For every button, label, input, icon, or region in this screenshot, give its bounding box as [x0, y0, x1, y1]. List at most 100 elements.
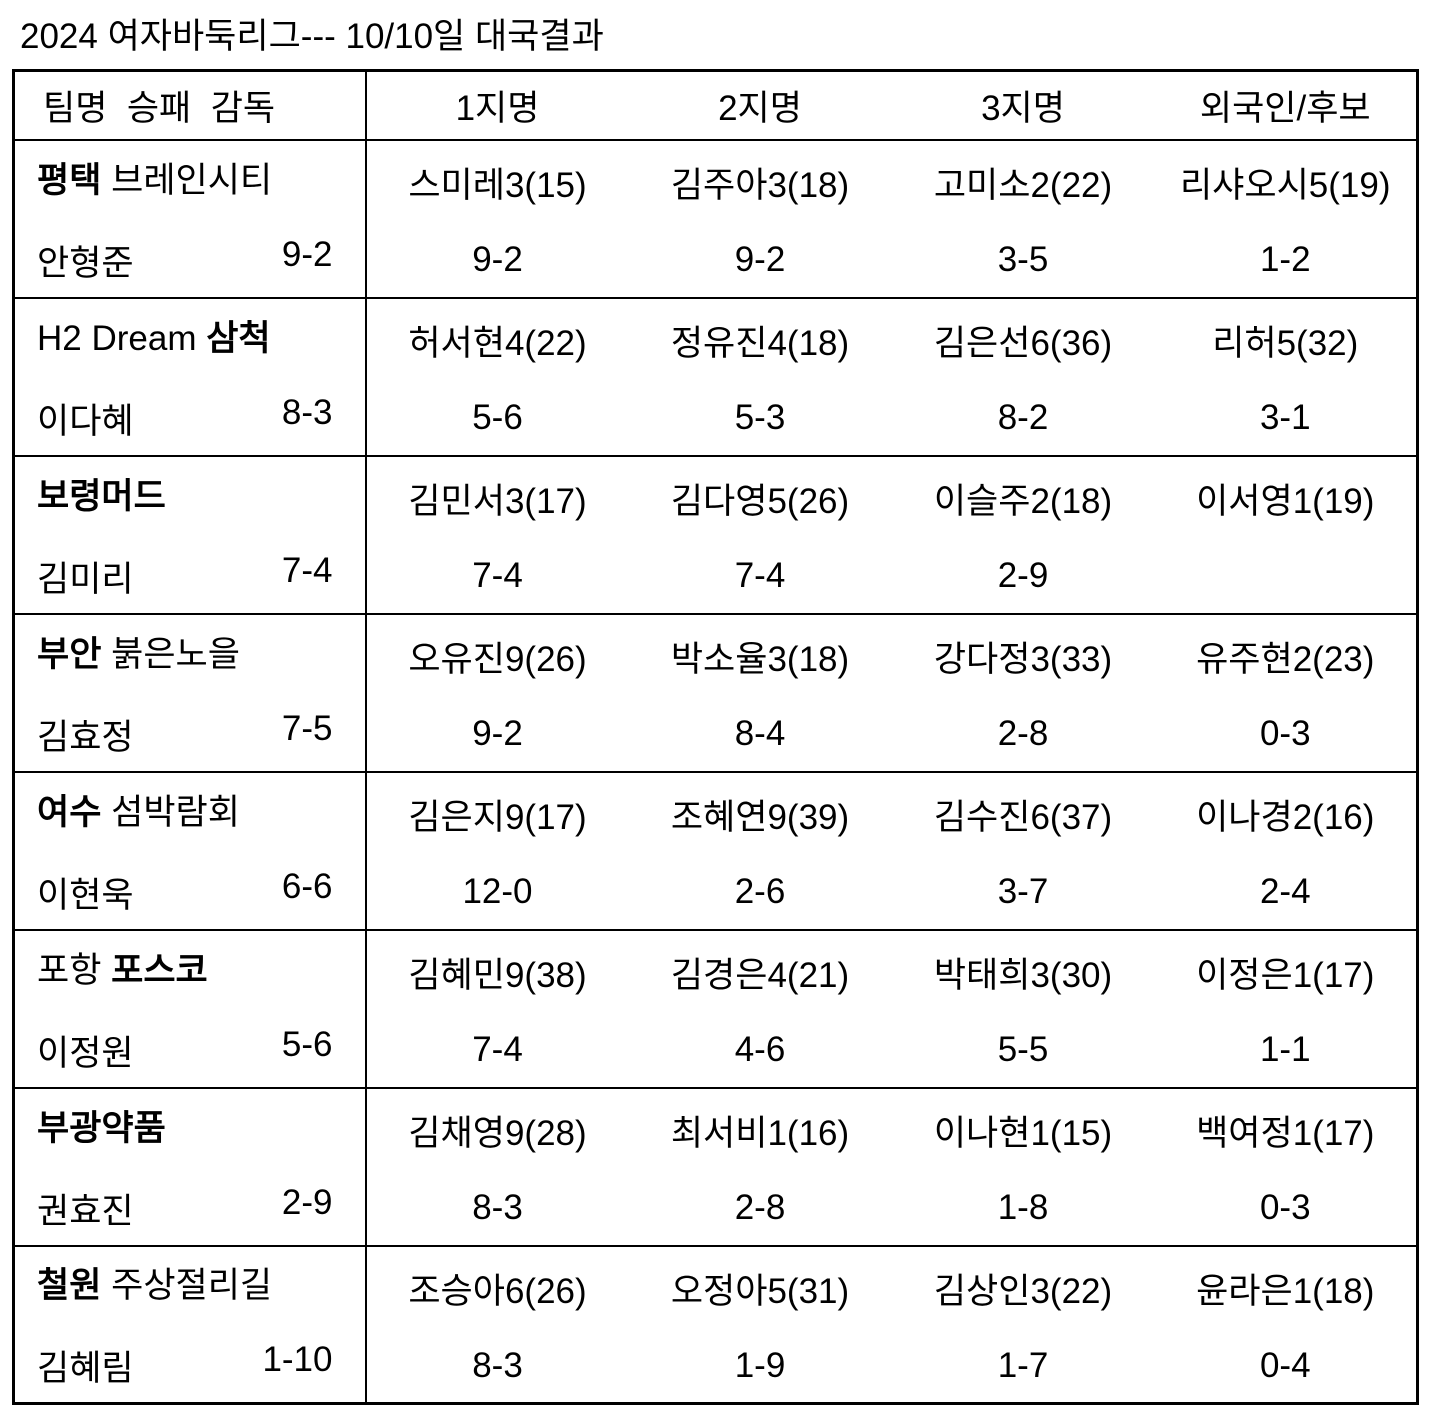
team-bottom-line: 김효정 7-5: [15, 709, 365, 760]
player-cell: 김수진6(37) 3-7: [891, 770, 1155, 930]
team-name-part: 브레인시티: [111, 160, 273, 200]
team-cell: 부광약품 권효진 2-9: [13, 1086, 367, 1246]
player-name: 유주현2(23): [1196, 640, 1375, 679]
player-name: 김혜민9(38): [408, 956, 587, 995]
team-record: 9-2: [281, 234, 333, 274]
player-cell: 박소율3(18) 8-4: [628, 612, 892, 772]
player-record: 8-3: [472, 1188, 523, 1227]
team-name-part: 철원: [37, 1266, 112, 1306]
team-name-part: 섬박람회: [111, 792, 240, 832]
table-body: 평택 브레인시티 안형준 9-2 스미레3(15) 9-2 김주아3(18) 9…: [13, 138, 1418, 1404]
player-record: 2-8: [997, 714, 1049, 753]
player-cell: 이서영1(19): [1154, 454, 1418, 614]
player-name: 백여정1(17): [1196, 1114, 1375, 1153]
header-team-col: 팀명 승패 감독: [13, 70, 367, 140]
player-name: 오정아5(31): [670, 1271, 850, 1311]
coach-name: 이현욱: [37, 875, 134, 915]
team-row: 여수 섬박람회 이현욱 6-6 김은지9(17) 12-0 조혜연9(39) 2…: [13, 770, 1418, 930]
player-cell: 리샤오시5(19) 1-2: [1154, 138, 1418, 298]
player-cell: 조승아6(26) 8-3: [365, 1244, 629, 1404]
player-name: 김민서3(17): [408, 482, 587, 521]
player-cell: 김은선6(36) 8-2: [891, 296, 1155, 456]
player-name: 이슬주2(18): [933, 482, 1113, 521]
player-cell: 오정아5(31) 1-9: [628, 1244, 892, 1404]
player-name: 정유진4(18): [670, 324, 850, 363]
team-record: 7-5: [281, 708, 333, 748]
player-cell: 윤라은1(18) 0-4: [1154, 1244, 1418, 1404]
team-name: 부광약품: [15, 1100, 365, 1151]
player-name: 조혜연9(39): [670, 798, 850, 837]
player-record: 8-3: [472, 1345, 523, 1385]
player-cell: 리허5(32) 3-1: [1154, 296, 1418, 456]
team-name-part: 포스코: [111, 950, 208, 990]
team-bottom-line: 이다혜 8-3: [15, 393, 365, 444]
player-name: 김경은4(21): [670, 956, 850, 995]
player-name: 이정은1(17): [1196, 956, 1375, 995]
player-record: 5-3: [734, 398, 786, 437]
team-name: 포항 포스코: [15, 942, 365, 993]
player-cell: 김혜민9(38) 7-4: [365, 928, 629, 1088]
player-name: 최서비1(16): [670, 1114, 850, 1153]
player-record: 7-4: [734, 556, 786, 595]
player-record: 7-4: [472, 556, 523, 595]
player-cell: 김주아3(18) 9-2: [628, 138, 892, 298]
player-record: 9-2: [472, 240, 523, 279]
team-name: 철원 주상절리길: [15, 1257, 365, 1308]
player-cell: 유주현2(23) 0-3: [1154, 612, 1418, 772]
team-name-part: 여수: [37, 792, 112, 832]
player-name: 조승아6(26): [408, 1271, 587, 1311]
player-record: 0-4: [1259, 1345, 1311, 1385]
team-cell: 철원 주상절리길 김혜림 1-10: [13, 1244, 367, 1404]
team-row: 평택 브레인시티 안형준 9-2 스미레3(15) 9-2 김주아3(18) 9…: [13, 138, 1418, 298]
player-cell: 정유진4(18) 5-3: [628, 296, 892, 456]
player-record: 2-4: [1259, 872, 1311, 911]
player-record: 0-3: [1259, 714, 1311, 753]
player-name: 김주아3(18): [670, 166, 850, 205]
player-cell: 김경은4(21) 4-6: [628, 928, 892, 1088]
player-record: 1-7: [997, 1345, 1049, 1385]
player-cell: 김다영5(26) 7-4: [628, 454, 892, 614]
player-cell: 조혜연9(39) 2-6: [628, 770, 892, 930]
coach-name: 이다혜: [37, 401, 134, 441]
team-row: H2 Dream 삼척 이다혜 8-3 허서현4(22) 5-6 정유진4(18…: [13, 296, 1418, 456]
player-cell: 김상인3(22) 1-7: [891, 1244, 1155, 1404]
player-name: 박소율3(18): [670, 640, 850, 679]
player-cell: 오유진9(26) 9-2: [365, 612, 629, 772]
header-pick-1: 1지명: [455, 88, 540, 128]
team-name-part: 부광약품: [37, 1108, 166, 1148]
player-cell: 김은지9(17) 12-0: [365, 770, 629, 930]
player-record: 3-7: [997, 872, 1049, 911]
team-name-part: 부안: [37, 634, 112, 674]
team-name-part: 평택: [37, 160, 112, 200]
team-name: 보령머드: [15, 468, 365, 519]
team-name: 부안 붉은노을: [15, 626, 365, 677]
team-row: 철원 주상절리길 김혜림 1-10 조승아6(26) 8-3 오정아5(31) …: [13, 1244, 1418, 1404]
player-cell: 이슬주2(18) 2-9: [891, 454, 1155, 614]
player-name: 김수진6(37): [933, 798, 1113, 837]
team-cell: 포항 포스코 이정원 5-6: [13, 928, 367, 1088]
team-name-part: 주상절리길: [111, 1266, 273, 1306]
player-cell: 김민서3(17) 7-4: [365, 454, 629, 614]
player-record: 2-6: [734, 872, 786, 911]
player-record: 1-8: [997, 1188, 1049, 1227]
player-name: 강다정3(33): [933, 640, 1113, 679]
player-record: 1-9: [734, 1345, 786, 1385]
team-bottom-line: 이정원 5-6: [15, 1025, 365, 1076]
team-bottom-line: 이현욱 6-6: [15, 867, 365, 918]
player-cell: 강다정3(33) 2-8: [891, 612, 1155, 772]
team-record: 6-6: [281, 866, 333, 906]
coach-name: 김효정: [37, 717, 134, 757]
player-name: 김은지9(17): [408, 798, 587, 837]
coach-name: 김미리: [37, 559, 134, 599]
team-cell: 보령머드 김미리 7-4: [13, 454, 367, 614]
player-name: 김다영5(26): [670, 482, 850, 521]
team-name-part: 포항: [37, 950, 112, 990]
player-record: 2-8: [734, 1188, 786, 1227]
team-cell: 평택 브레인시티 안형준 9-2: [13, 138, 367, 298]
header-pick-2: 2지명: [718, 88, 802, 128]
player-name: 리샤오시5(19): [1179, 166, 1391, 205]
team-row: 보령머드 김미리 7-4 김민서3(17) 7-4 김다영5(26) 7-4 이…: [13, 454, 1418, 614]
player-cell: 박태희3(30) 5-5: [891, 928, 1155, 1088]
player-record: 5-5: [997, 1030, 1049, 1069]
